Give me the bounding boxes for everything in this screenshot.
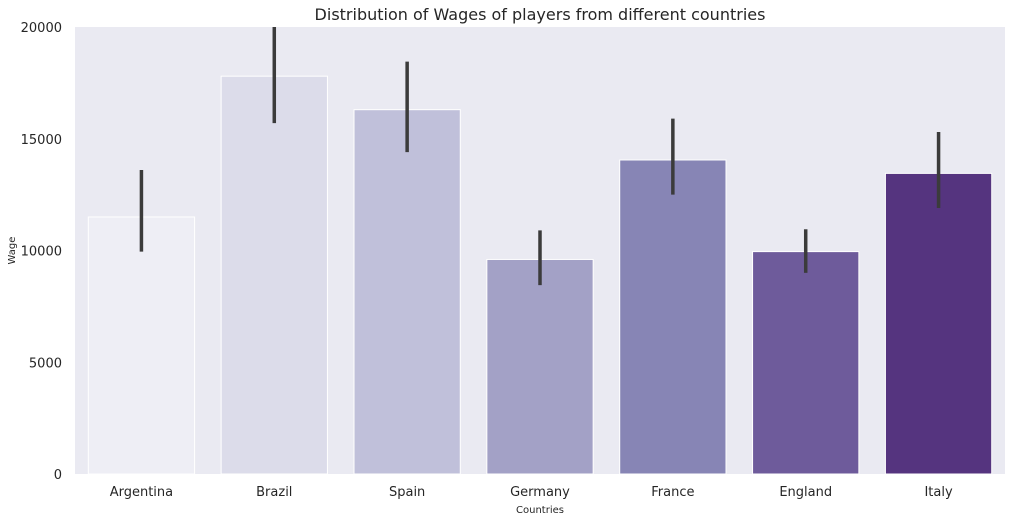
x-tick-label: Brazil xyxy=(256,485,292,500)
y-tick-label: 5000 xyxy=(29,356,62,371)
x-tick-label: England xyxy=(779,485,832,500)
x-tick-label: Germany xyxy=(510,485,570,500)
x-tick-label: Italy xyxy=(924,485,953,500)
y-axis-label: Wage xyxy=(7,237,18,265)
bars-group xyxy=(87,75,993,475)
x-axis-ticks: Argentina Brazil Spain Germany France England… xyxy=(110,485,953,500)
bar-brazil xyxy=(220,75,328,475)
y-tick-label: 15000 xyxy=(21,133,62,148)
x-tick-label: France xyxy=(651,485,694,500)
x-tick-label: Spain xyxy=(389,485,425,500)
chart-title: Distribution of Wages of players from di… xyxy=(315,5,766,24)
error-bars-group xyxy=(139,27,941,286)
y-axis-ticks: 0 5000 10000 15000 20000 xyxy=(21,21,62,483)
bar-france xyxy=(619,159,727,475)
x-axis-label: Countries xyxy=(516,505,564,516)
y-tick-label: 0 xyxy=(54,468,62,483)
y-tick-label: 10000 xyxy=(21,245,62,260)
bar-spain xyxy=(353,109,461,475)
bar-germany xyxy=(486,258,594,475)
bar-italy xyxy=(884,172,993,475)
bar-argentina xyxy=(87,216,196,475)
y-tick-label: 20000 xyxy=(21,21,62,36)
x-tick-label: Argentina xyxy=(110,485,173,500)
bar-england xyxy=(752,251,860,475)
